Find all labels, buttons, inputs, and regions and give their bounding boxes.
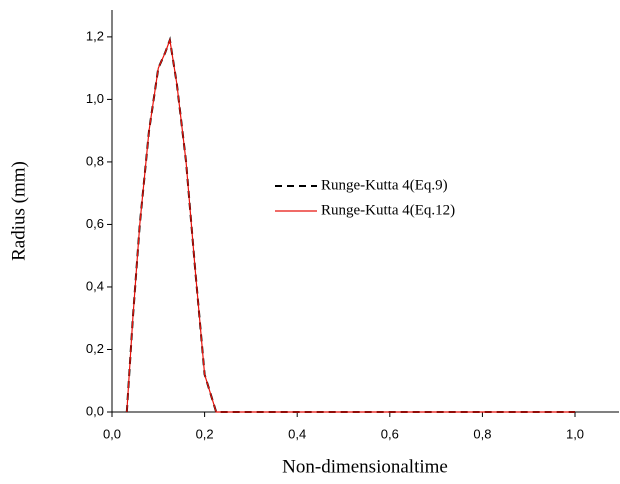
x-tick-label: 0,2	[196, 426, 214, 441]
x-tick-label: 0,6	[381, 426, 399, 441]
x-tick-label: 1,0	[566, 426, 584, 441]
x-tick-label: 0,0	[103, 426, 121, 441]
y-tick-label: 1,2	[86, 28, 104, 43]
x-tick-label: 0,4	[288, 426, 306, 441]
x-axis-title: Non-dimensionaltime	[282, 456, 448, 477]
y-tick-label: 0,0	[86, 403, 104, 418]
y-tick-label: 1,0	[86, 91, 104, 106]
legend-label: Runge-Kutta 4(Eq.12)	[321, 202, 455, 218]
y-tick-label: 0,2	[86, 341, 104, 356]
x-tick-label: 0,8	[473, 426, 491, 441]
y-tick-label: 0,4	[86, 278, 104, 293]
series-line	[126, 37, 576, 413]
series-line	[125, 36, 576, 413]
y-tick-label: 0,6	[86, 216, 104, 231]
legend-label: Runge-Kutta 4(Eq.9)	[321, 177, 448, 193]
y-axis-title: Radius (mm)	[8, 161, 29, 261]
y-tick-label: 0,8	[86, 153, 104, 168]
